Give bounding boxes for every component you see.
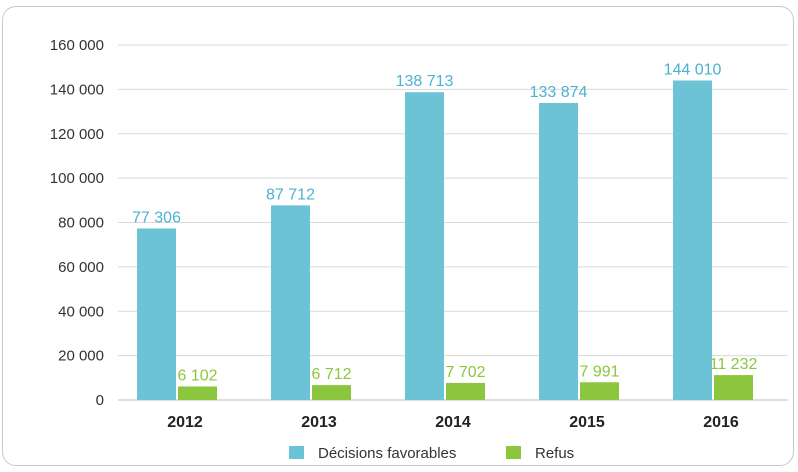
bar-decisions-favorables — [539, 102, 578, 400]
data-label: 138 713 — [396, 73, 454, 90]
x-tick-label: 2014 — [435, 414, 471, 431]
y-tick-label: 40 000 — [58, 303, 104, 320]
legend: Décisions favorables Refus — [289, 445, 574, 462]
data-label: 7 702 — [445, 364, 485, 381]
y-tick-label: 140 000 — [50, 81, 104, 98]
legend-label: Décisions favorables — [318, 445, 456, 462]
x-tick-label: 2015 — [569, 414, 605, 431]
bar-decisions-favorables — [271, 205, 310, 400]
x-tick-label: 2016 — [703, 414, 739, 431]
bar-refus — [178, 386, 217, 400]
data-label: 133 874 — [530, 84, 588, 101]
data-label: 87 712 — [266, 186, 315, 203]
bars — [137, 80, 753, 400]
legend-swatch — [506, 446, 521, 459]
bar-refus — [714, 375, 753, 400]
bar-decisions-favorables — [137, 228, 176, 400]
y-tick-label: 100 000 — [50, 170, 104, 187]
y-tick-label: 0 — [96, 392, 104, 409]
chart-frame — [2, 6, 794, 466]
data-label: 144 010 — [664, 61, 722, 78]
y-tick-label: 160 000 — [50, 37, 104, 54]
x-axis-ticks: 2012 2013 2014 2015 2016 — [167, 414, 739, 431]
legend-swatch — [289, 446, 304, 459]
y-tick-label: 20 000 — [58, 348, 104, 365]
x-tick-label: 2012 — [167, 414, 203, 431]
y-tick-label: 60 000 — [58, 259, 104, 276]
bar-refus — [312, 385, 351, 400]
data-label: 11 232 — [710, 356, 758, 373]
bar-refus — [580, 382, 619, 400]
bar-decisions-favorables — [405, 92, 444, 400]
x-tick-label: 2013 — [301, 414, 337, 431]
y-tick-label: 120 000 — [50, 126, 104, 143]
data-label: 6 102 — [177, 367, 217, 384]
bar-decisions-favorables — [673, 80, 712, 400]
data-label: 7 991 — [579, 363, 619, 380]
y-axis-ticks: 0 20 000 40 000 60 000 80 000 100 000 120 000 1… — [50, 37, 104, 409]
legend-label: Refus — [535, 445, 574, 462]
y-tick-label: 80 000 — [58, 215, 104, 232]
data-label: 77 306 — [132, 209, 181, 226]
bar-refus — [446, 382, 485, 400]
data-label: 6 712 — [311, 366, 351, 383]
data-labels: 77 306 6 102 87 712 6 712 138 713 7 702 133 87… — [132, 61, 757, 384]
